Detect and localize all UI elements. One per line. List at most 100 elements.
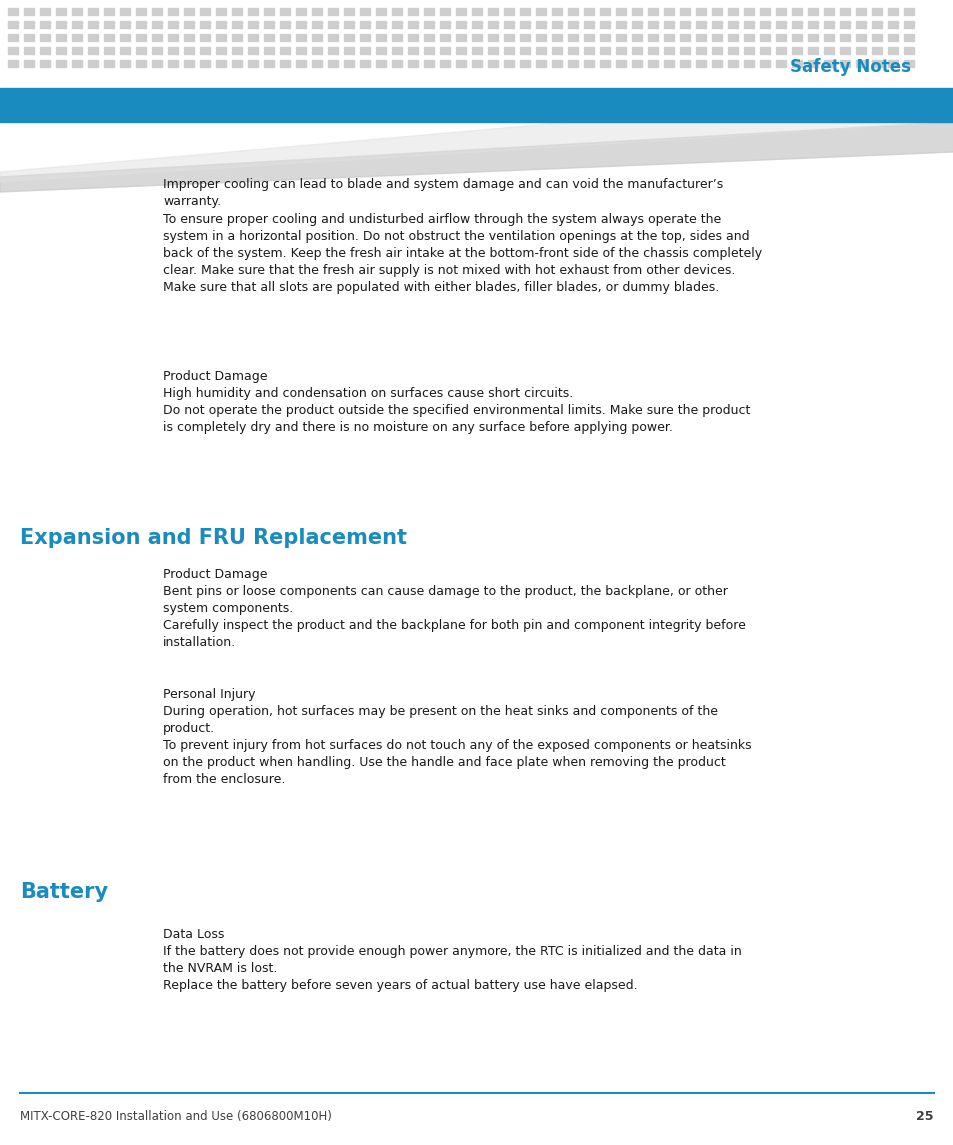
Bar — [8, 21, 18, 27]
Bar — [456, 47, 465, 54]
Bar — [871, 8, 882, 15]
Bar — [887, 21, 897, 27]
Bar — [375, 60, 386, 68]
Bar — [840, 47, 849, 54]
Bar — [439, 34, 450, 41]
Bar — [503, 34, 514, 41]
Bar — [71, 8, 82, 15]
Bar — [743, 47, 753, 54]
Bar — [8, 34, 18, 41]
Bar — [375, 47, 386, 54]
Bar — [903, 8, 913, 15]
Text: Product Damage: Product Damage — [163, 370, 267, 382]
Bar — [423, 21, 434, 27]
Bar — [647, 60, 658, 68]
Bar — [295, 21, 306, 27]
Bar — [552, 60, 561, 68]
Bar — [56, 47, 66, 54]
Bar — [791, 34, 801, 41]
Bar — [536, 60, 545, 68]
Bar — [472, 47, 481, 54]
Bar — [456, 8, 465, 15]
Bar — [71, 21, 82, 27]
Bar — [775, 21, 785, 27]
Bar — [423, 8, 434, 15]
Bar — [8, 47, 18, 54]
Bar — [488, 8, 497, 15]
Bar — [359, 60, 370, 68]
Bar — [743, 8, 753, 15]
Bar — [168, 60, 178, 68]
Bar — [215, 34, 226, 41]
Bar — [871, 47, 882, 54]
Bar — [344, 60, 354, 68]
Bar — [823, 21, 833, 27]
Bar — [88, 47, 98, 54]
Text: installation.: installation. — [163, 635, 236, 649]
Bar — [423, 34, 434, 41]
Bar — [871, 60, 882, 68]
Bar — [40, 21, 50, 27]
Bar — [232, 8, 242, 15]
Bar — [631, 21, 641, 27]
Bar — [200, 21, 210, 27]
Bar — [519, 21, 530, 27]
Bar — [408, 21, 417, 27]
Bar — [56, 8, 66, 15]
Bar — [903, 60, 913, 68]
Bar — [40, 47, 50, 54]
Bar — [760, 21, 769, 27]
Bar — [663, 34, 673, 41]
Text: Replace the battery before seven years of actual battery use have elapsed.: Replace the battery before seven years o… — [163, 979, 637, 992]
Bar — [168, 21, 178, 27]
Bar — [616, 47, 625, 54]
Bar — [312, 8, 322, 15]
Bar — [727, 34, 738, 41]
Bar — [552, 34, 561, 41]
Bar — [807, 47, 817, 54]
Bar — [855, 47, 865, 54]
Bar — [567, 60, 578, 68]
Bar — [599, 21, 609, 27]
Polygon shape — [0, 123, 953, 192]
Bar — [88, 21, 98, 27]
Text: from the enclosure.: from the enclosure. — [163, 773, 285, 785]
Bar — [375, 34, 386, 41]
Bar — [136, 60, 146, 68]
Bar — [583, 34, 594, 41]
Bar — [168, 34, 178, 41]
Bar — [536, 47, 545, 54]
Bar — [8, 8, 18, 15]
Text: If the battery does not provide enough power anymore, the RTC is initialized and: If the battery does not provide enough p… — [163, 945, 741, 958]
Text: system in a horizontal position. Do not obstruct the ventilation openings at the: system in a horizontal position. Do not … — [163, 230, 749, 243]
Bar — [887, 47, 897, 54]
Bar — [840, 34, 849, 41]
Bar — [152, 60, 162, 68]
Bar — [312, 60, 322, 68]
Bar — [599, 8, 609, 15]
Bar — [696, 8, 705, 15]
Bar — [616, 8, 625, 15]
Bar — [696, 47, 705, 54]
Bar — [392, 21, 401, 27]
Bar — [56, 60, 66, 68]
Bar — [519, 47, 530, 54]
Bar — [679, 21, 689, 27]
Bar — [88, 34, 98, 41]
Bar — [775, 8, 785, 15]
Bar — [567, 8, 578, 15]
Bar — [711, 60, 721, 68]
Bar — [264, 34, 274, 41]
Bar — [200, 47, 210, 54]
Bar — [631, 60, 641, 68]
Bar — [120, 21, 130, 27]
Bar — [552, 8, 561, 15]
Bar — [359, 34, 370, 41]
Bar — [903, 34, 913, 41]
Bar — [295, 47, 306, 54]
Text: Data Loss: Data Loss — [163, 927, 224, 941]
Bar — [840, 8, 849, 15]
Bar — [711, 34, 721, 41]
Bar — [775, 60, 785, 68]
Text: To prevent injury from hot surfaces do not touch any of the exposed components o: To prevent injury from hot surfaces do n… — [163, 739, 751, 752]
